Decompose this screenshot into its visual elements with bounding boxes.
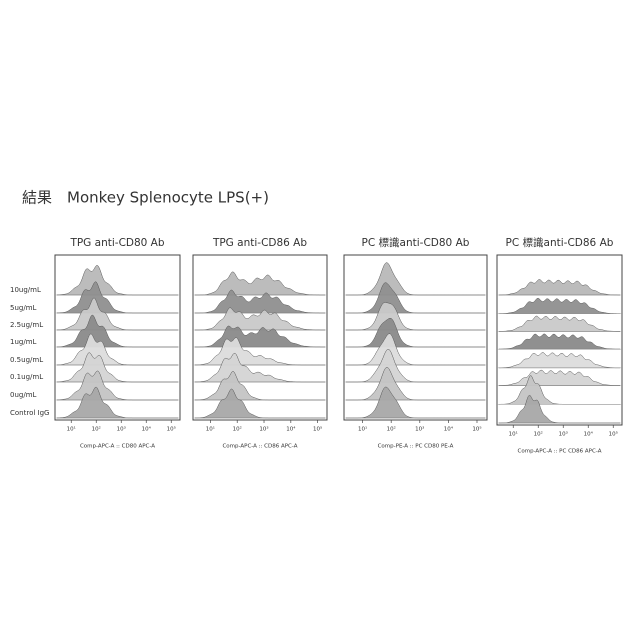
panel-title: TPG anti-CD86 Ab [212,237,307,249]
axis-label: Comp-APC-A :: CD80 APC-A [80,444,155,450]
row-label: 0.1ug/mL [10,373,43,381]
tick-label: 10⁵ [472,426,481,433]
tick-label: 10² [534,431,543,438]
tick-label: 10⁴ [584,431,594,438]
tick-label: 10⁵ [167,426,176,433]
row-label: 2.5ug/mL [10,321,43,329]
row-label: 5ug/mL [10,304,37,312]
tick-label: 10² [387,426,396,433]
panel-title: PC 標識anti-CD80 Ab [362,236,470,249]
panel-frame [344,255,487,420]
tick-label: 10¹ [509,431,518,438]
tick-label: 10³ [117,426,126,433]
row-label: Control IgG [10,409,49,417]
tick-label: 10⁴ [142,426,152,433]
page-title: 結果 Monkey Splenocyte LPS(+) [22,189,269,207]
tick-label: 10³ [415,426,424,433]
tick-label: 10⁵ [609,431,618,438]
panel-title: TPG anti-CD80 Ab [69,237,164,249]
tick-label: 10¹ [67,426,76,433]
tick-label: 10⁴ [444,426,454,433]
tick-label: 10⁴ [286,426,296,433]
figure: 結果 Monkey Splenocyte LPS(+) 10ug/mL 5ug/m… [0,0,640,640]
row-label: 0.5ug/mL [10,356,43,364]
tick-label: 10³ [259,426,268,433]
axis-label: Comp-APC-A :: CD86 APC-A [222,444,297,450]
tick-label: 10¹ [206,426,215,433]
tick-label: 10² [92,426,101,433]
row-label: 1ug/mL [10,338,37,346]
panel-title: PC 標識anti-CD86 Ab [506,236,614,249]
row-label: 0ug/mL [10,391,37,399]
row-label: 10ug/mL [10,286,41,294]
tick-label: 10³ [559,431,568,438]
axis-label: Comp-APC-A :: PC CD86 APC-A [518,449,602,455]
tick-label: 10⁵ [313,426,322,433]
axis-label: Comp-PE-A :: PC CD80 PE-A [378,444,454,450]
tick-label: 10¹ [358,426,367,433]
tick-label: 10² [233,426,242,433]
